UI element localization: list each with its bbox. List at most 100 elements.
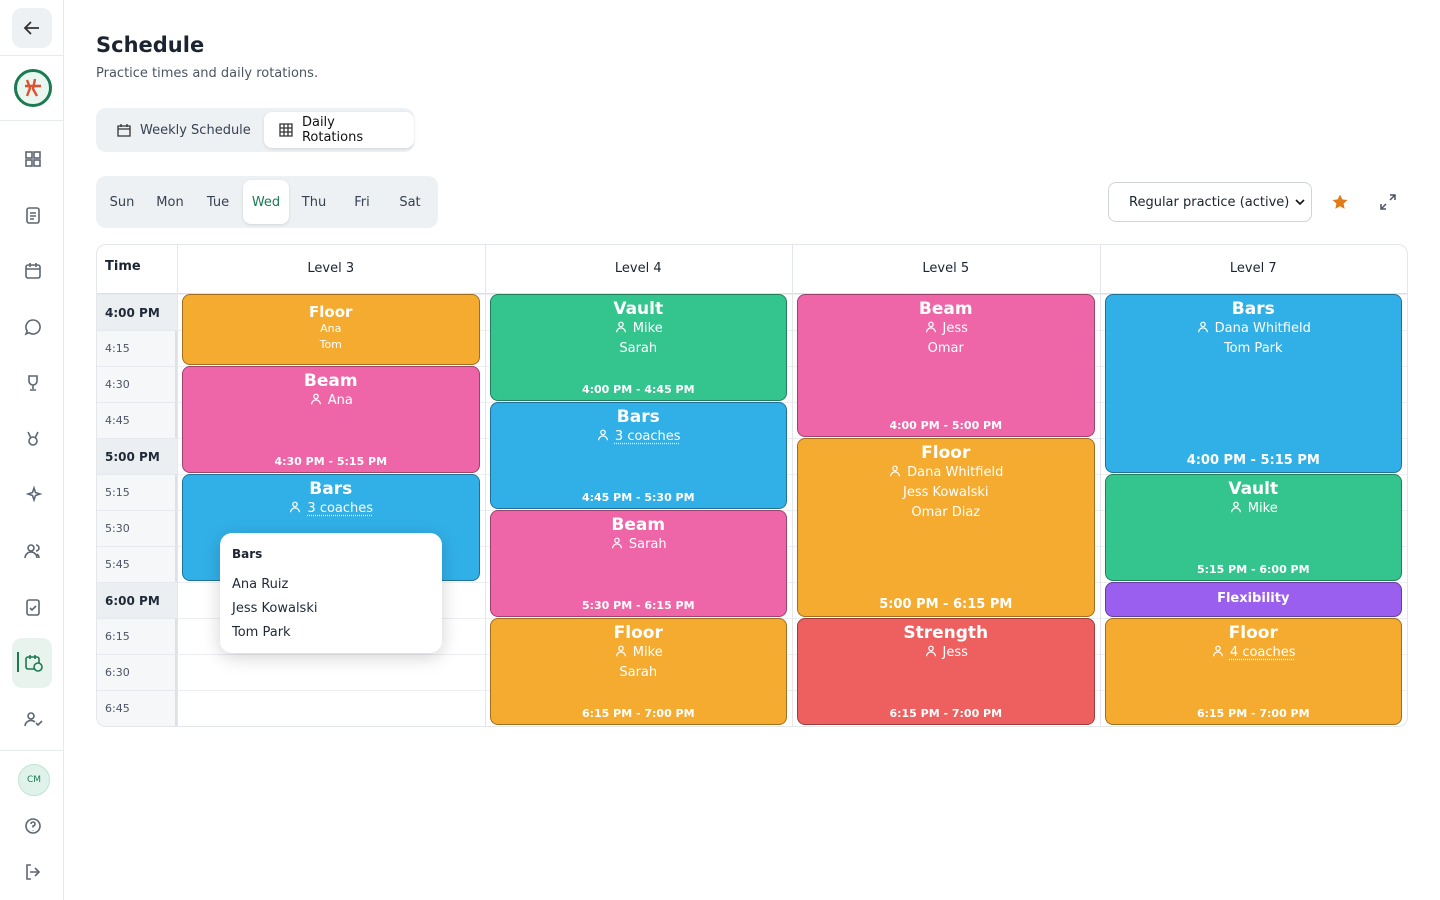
level-header: Level 7 bbox=[1229, 261, 1277, 276]
block-event: Bars bbox=[309, 479, 353, 499]
nav-dashboard[interactable] bbox=[22, 148, 44, 170]
time-label: 6:45 bbox=[97, 690, 177, 726]
time-label: 5:45 bbox=[97, 546, 177, 582]
rotation-block[interactable]: Flexibility bbox=[1104, 582, 1402, 617]
column-line bbox=[484, 245, 486, 726]
time-label: 4:45 bbox=[97, 402, 177, 438]
block-coach: Jess bbox=[798, 643, 1094, 663]
day-button[interactable]: Tue bbox=[206, 194, 230, 210]
block-time: 4:30 PM - 5:15 PM bbox=[274, 455, 388, 468]
coach-name: Omar Diaz bbox=[911, 505, 981, 520]
nav-messages[interactable] bbox=[22, 316, 44, 338]
rotation-block[interactable]: Beam Ana 4:30 PM - 5:15 PM bbox=[182, 366, 480, 473]
block-coach: Dana Whitfield bbox=[1106, 319, 1402, 339]
rotation-block[interactable]: Beam Jess Omar 4:00 PM - 5:00 PM bbox=[797, 294, 1095, 437]
coach-name: Ana bbox=[327, 393, 353, 408]
nav-clipboard[interactable] bbox=[22, 204, 44, 226]
back-button[interactable] bbox=[12, 8, 52, 48]
day-selector: Sun Mon Tue Wed Thu Fri Sat bbox=[96, 176, 438, 228]
block-coach: Tom bbox=[183, 337, 479, 353]
block-event: Floor bbox=[921, 443, 971, 463]
tab-label: Daily Rotations bbox=[301, 115, 364, 145]
rotation-block[interactable]: Floor Dana Whitfield Jess Kowalski Omar Dia… bbox=[797, 438, 1095, 617]
coach-name: Ana bbox=[320, 322, 342, 335]
rotation-block[interactable]: Bars 3 coaches 4:45 PM - 5:30 PM bbox=[489, 402, 787, 509]
logout-button[interactable] bbox=[22, 861, 44, 883]
block-event: Beam bbox=[303, 371, 358, 391]
block-coach: Mike bbox=[491, 643, 787, 663]
block-time: 4:00 PM - 4:45 PM bbox=[581, 383, 695, 396]
time-label: 6:15 bbox=[97, 618, 177, 654]
coach-name: Mike bbox=[1247, 501, 1278, 516]
day-button[interactable]: Wed bbox=[243, 180, 289, 224]
level-header: Level 5 bbox=[922, 261, 970, 276]
rotation-block[interactable]: Floor Mike Sarah 6:15 PM - 7:00 PM bbox=[489, 618, 787, 725]
block-coaches: 4 coaches bbox=[1106, 643, 1402, 663]
nav-calendar[interactable] bbox=[22, 260, 44, 282]
coaches-link[interactable]: 3 coaches bbox=[614, 429, 681, 444]
user-avatar[interactable]: CM bbox=[18, 764, 50, 796]
block-time: 6:15 PM - 7:00 PM bbox=[581, 707, 695, 720]
day-button[interactable]: Fri bbox=[354, 194, 370, 210]
nav-trophy[interactable] bbox=[22, 372, 44, 394]
popover-item: Ana Ruiz bbox=[232, 577, 289, 592]
nav-schedule-active[interactable] bbox=[12, 638, 52, 688]
popover-item: Tom Park bbox=[232, 625, 291, 640]
coach-name: Dana Whitfield bbox=[907, 465, 1004, 480]
block-coach: Mike bbox=[1106, 499, 1402, 519]
block-time: 5:15 PM - 6:00 PM bbox=[1196, 563, 1310, 576]
rotation-block[interactable]: Floor Ana Tom bbox=[182, 294, 480, 365]
block-time: 4:00 PM - 5:00 PM bbox=[889, 419, 1003, 432]
coach-name: Tom Park bbox=[1223, 341, 1283, 356]
popover-title: Bars bbox=[232, 547, 263, 561]
rotation-block[interactable]: Beam Sarah 5:30 PM - 6:15 PM bbox=[489, 510, 787, 617]
block-event: Floor bbox=[613, 623, 663, 643]
block-event: Flexibility bbox=[1217, 591, 1290, 606]
block-time: 6:15 PM - 7:00 PM bbox=[889, 707, 1003, 720]
header-rule bbox=[97, 293, 1407, 294]
day-button[interactable]: Sat bbox=[399, 194, 421, 210]
popover-item: Jess Kowalski bbox=[232, 601, 318, 616]
view-tab[interactable]: Weekly Schedule bbox=[102, 112, 265, 148]
day-button[interactable]: Mon bbox=[156, 194, 184, 210]
block-time: 5:30 PM - 6:15 PM bbox=[581, 599, 695, 612]
nav-user-check[interactable] bbox=[22, 708, 44, 730]
rotation-block[interactable]: Strength Jess 6:15 PM - 7:00 PM bbox=[797, 618, 1095, 725]
page-subtitle: Practice times and daily rotations. bbox=[96, 66, 319, 81]
block-event: Floor bbox=[309, 303, 353, 321]
rotation-block[interactable]: Vault Mike Sarah 4:00 PM - 4:45 PM bbox=[489, 294, 787, 401]
nav-people[interactable] bbox=[22, 540, 44, 562]
block-coach: Sarah bbox=[491, 663, 787, 683]
rotation-grid: Time 4:00 PM 4:15 4:30 4:45 5:00 PM 5:15 5:30 5:… bbox=[96, 244, 1408, 727]
block-coach: Ana bbox=[183, 321, 479, 337]
rotation-block[interactable]: Vault Mike 5:15 PM - 6:00 PM bbox=[1104, 474, 1402, 581]
nav-checklist[interactable] bbox=[22, 596, 44, 618]
block-time: 4:45 PM - 5:30 PM bbox=[581, 491, 695, 504]
sidebar: CM bbox=[0, 0, 64, 900]
coach-name: Dana Whitfield bbox=[1214, 321, 1311, 336]
block-coach: Sarah bbox=[491, 339, 787, 359]
coaches-link[interactable]: 4 coaches bbox=[1229, 645, 1296, 660]
coach-name: Mike bbox=[632, 645, 663, 660]
rotation-block[interactable]: Bars Dana Whitfield Tom Park 4:00 PM - 5:15… bbox=[1104, 294, 1402, 473]
nav-sparkles[interactable] bbox=[22, 484, 44, 506]
nav-medal[interactable] bbox=[22, 428, 44, 450]
time-label: 6:30 bbox=[97, 654, 177, 690]
coaches-link[interactable]: 3 coaches bbox=[307, 501, 374, 516]
column-line bbox=[1099, 245, 1101, 726]
day-button[interactable]: Thu bbox=[301, 194, 327, 210]
block-coach: Omar bbox=[798, 339, 1094, 359]
fullscreen-button[interactable] bbox=[1379, 193, 1397, 211]
help-button[interactable] bbox=[22, 815, 44, 837]
block-event: Beam bbox=[918, 299, 973, 319]
block-time: 5:00 PM - 6:15 PM bbox=[879, 597, 1013, 612]
view-tab[interactable]: Daily Rotations bbox=[264, 112, 414, 148]
coaches-popover: Bars Ana Ruiz Jess Kowalski Tom Park bbox=[220, 533, 442, 653]
favorite-button[interactable] bbox=[1331, 193, 1349, 211]
block-coach: Jess Kowalski bbox=[798, 483, 1094, 503]
day-button[interactable]: Sun bbox=[109, 194, 135, 210]
rotation-block[interactable]: Floor 4 coaches 6:15 PM - 7:00 PM bbox=[1104, 618, 1402, 725]
level-header: Level 4 bbox=[614, 261, 662, 276]
preset-select[interactable]: Regular practice (active) bbox=[1108, 182, 1312, 222]
